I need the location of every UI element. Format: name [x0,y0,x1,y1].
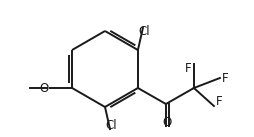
Text: O: O [40,82,49,95]
Text: Cl: Cl [105,119,117,132]
Text: F: F [216,95,223,108]
Text: Cl: Cl [138,25,150,38]
Text: O: O [163,116,172,129]
Text: methoxy: methoxy [0,82,29,95]
Text: F: F [222,72,229,85]
Text: F: F [185,62,192,75]
